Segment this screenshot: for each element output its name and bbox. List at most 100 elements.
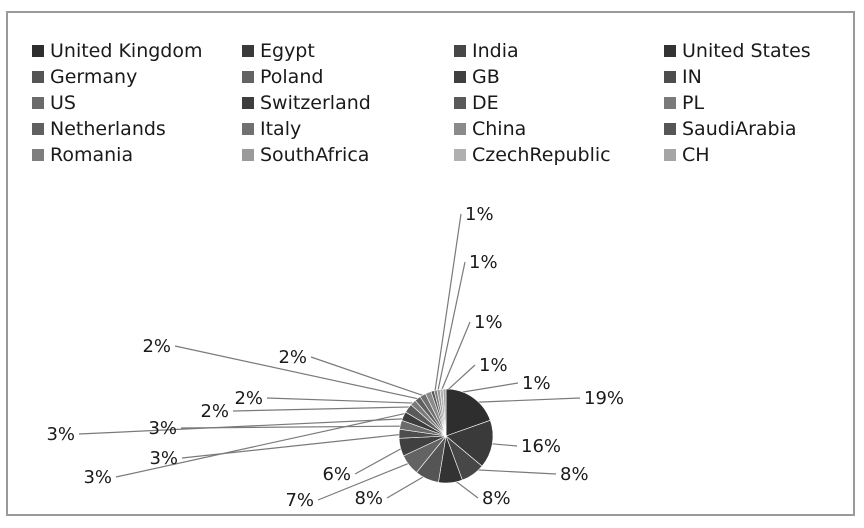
legend-item-egypt: Egypt xyxy=(242,38,315,64)
legend-item-china: China xyxy=(454,116,526,142)
data-label-switzerland: 3% xyxy=(46,424,75,445)
leader-line xyxy=(232,406,418,412)
leader-line xyxy=(386,472,430,499)
data-label-poland: 7% xyxy=(285,490,314,511)
legend-item-ch: CH xyxy=(664,142,710,168)
pie-slice-ch xyxy=(442,388,447,437)
legend-label: United Kingdom xyxy=(50,40,203,62)
data-label-de: 3% xyxy=(83,467,112,488)
leader-line xyxy=(115,411,414,478)
data-label-in: 3% xyxy=(149,448,178,469)
data-label-china: 2% xyxy=(278,347,307,368)
legend-label: Egypt xyxy=(260,40,315,62)
legend-swatch xyxy=(32,149,44,161)
legend-swatch xyxy=(32,123,44,135)
data-label-india: 8% xyxy=(560,464,589,485)
data-label-us: 3% xyxy=(148,418,177,439)
data-label-ch: 1% xyxy=(522,373,551,394)
legend-swatch xyxy=(664,45,676,57)
legend-item-united-states: United States xyxy=(664,38,811,64)
legend-label: IN xyxy=(682,66,702,88)
legend-label: DE xyxy=(472,92,499,114)
legend-label: Poland xyxy=(260,66,324,88)
legend-item-de: DE xyxy=(454,90,499,116)
legend-label: Germany xyxy=(50,66,138,88)
legend-item-switzerland: Switzerland xyxy=(242,90,371,116)
data-label-germany: 8% xyxy=(354,488,383,509)
legend-swatch xyxy=(454,71,466,83)
legend: United Kingdom Egypt India United States Ger… xyxy=(32,38,832,178)
legend-label: Netherlands xyxy=(50,118,166,140)
pie-slice-egypt xyxy=(445,419,494,467)
data-label-saudiarabia: 1% xyxy=(465,204,494,225)
legend-item-southafrica: SouthAfrica xyxy=(242,142,369,168)
legend-label: Switzerland xyxy=(260,92,371,114)
legend-label: PL xyxy=(682,92,705,114)
data-label-united-states: 8% xyxy=(482,488,511,509)
leader-line xyxy=(78,418,409,435)
legend-item-czechrepublic: CzechRepublic xyxy=(454,142,611,168)
leader-line xyxy=(438,321,471,396)
legend-label: US xyxy=(50,92,76,114)
leader-line xyxy=(436,261,466,397)
leader-line xyxy=(469,397,581,404)
legend-swatch xyxy=(32,71,44,83)
legend-item-italy: Italy xyxy=(242,116,301,142)
legend-swatch xyxy=(454,149,466,161)
legend-swatch xyxy=(242,123,254,135)
legend-item-united-kingdom: United Kingdom xyxy=(32,38,203,64)
legend-swatch xyxy=(242,97,254,109)
legend-swatch xyxy=(32,45,44,57)
leader-lines xyxy=(78,213,581,501)
legend-swatch xyxy=(242,71,254,83)
data-label-czechrepublic: 1% xyxy=(479,355,508,376)
leader-line xyxy=(310,356,431,399)
data-label-italy: 2% xyxy=(142,336,171,357)
legend-label: GB xyxy=(472,66,500,88)
leader-line xyxy=(469,468,557,475)
legend-swatch xyxy=(664,97,676,109)
legend-item-poland: Poland xyxy=(242,64,323,90)
legend-item-gb: GB xyxy=(454,64,500,90)
legend-item-saudiarabia: SaudiArabia xyxy=(664,116,797,142)
legend-item-in: IN xyxy=(664,64,702,90)
legend-label: CH xyxy=(682,144,710,166)
legend-swatch xyxy=(454,97,466,109)
leader-line xyxy=(266,397,422,404)
pie-slice-united-kingdom xyxy=(445,388,491,437)
data-label-united-kingdom: 19% xyxy=(584,388,624,409)
legend-item-germany: Germany xyxy=(32,64,137,90)
leader-line xyxy=(174,345,426,401)
pie-slices xyxy=(398,388,494,484)
legend-swatch xyxy=(454,45,466,57)
legend-swatch xyxy=(664,71,676,83)
data-label-egypt: 16% xyxy=(521,436,561,457)
legend-item-romania: Romania xyxy=(32,142,133,168)
legend-item-netherlands: Netherlands xyxy=(32,116,166,142)
legend-swatch xyxy=(32,97,44,109)
data-label-netherlands: 2% xyxy=(234,388,263,409)
data-label-southafrica: 1% xyxy=(474,312,503,333)
data-label-pl: 2% xyxy=(200,401,229,422)
legend-label: CzechRepublic xyxy=(472,144,611,166)
legend-item-pl: PL xyxy=(664,90,704,116)
data-label-romania: 1% xyxy=(469,252,498,273)
leader-line xyxy=(433,213,462,397)
legend-swatch xyxy=(454,123,466,135)
legend-item-india: India xyxy=(454,38,519,64)
legend-label: SaudiArabia xyxy=(682,118,797,140)
legend-label: India xyxy=(472,40,519,62)
leader-line xyxy=(317,460,414,501)
legend-label: Italy xyxy=(260,118,302,140)
legend-label: SouthAfrica xyxy=(260,144,370,166)
data-label-gb: 6% xyxy=(322,464,351,485)
legend-item-us: US xyxy=(32,90,76,116)
legend-swatch xyxy=(242,149,254,161)
legend-label: China xyxy=(472,118,527,140)
data-labels: 19%16%8%8%8%7%6%3%3%3%3%2%2%2%2%1%1%1%1%… xyxy=(46,204,624,511)
legend-swatch xyxy=(664,149,676,161)
legend-label: Romania xyxy=(50,144,134,166)
leader-line xyxy=(354,445,407,475)
legend-swatch xyxy=(664,123,676,135)
